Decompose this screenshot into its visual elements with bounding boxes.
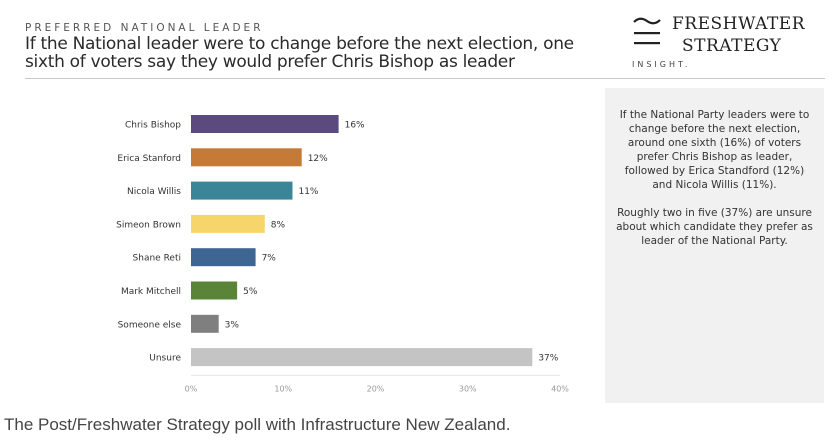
value-label: 7% xyxy=(262,254,277,264)
category-label: Shane Reti xyxy=(133,254,181,264)
bar-mark-mitchell xyxy=(191,281,238,300)
value-label: 11% xyxy=(298,187,318,197)
bar-chart: Chris Bishop 16% Erica Stanford 12% Nicola W… xyxy=(0,95,600,400)
x-tick-label: 40% xyxy=(551,384,569,393)
bar-chris-bishop xyxy=(191,115,339,133)
value-label: 16% xyxy=(345,121,365,131)
category-label: Erica Stanford xyxy=(117,154,181,164)
brand-line-1: FRESHWATER xyxy=(672,14,805,34)
x-tick-label: 20% xyxy=(367,384,385,393)
wave-equals-icon xyxy=(633,17,661,45)
value-label: 37% xyxy=(538,354,558,364)
header-divider xyxy=(25,78,825,79)
bar-someone-else xyxy=(191,314,219,333)
value-label: 3% xyxy=(225,320,240,330)
kicker: PREFERRED NATIONAL LEADER xyxy=(25,22,264,34)
freshwater-logo: FRESHWATER STRATEGY INSIGHT. xyxy=(632,12,832,72)
category-label: Unsure xyxy=(149,354,181,364)
x-tick-label: 10% xyxy=(274,384,292,393)
bar-nicola-willis xyxy=(191,181,293,200)
brand-line-2: STRATEGY xyxy=(682,36,782,56)
category-label: Someone else xyxy=(118,320,182,330)
value-label: 5% xyxy=(243,287,258,297)
bar-unsure xyxy=(191,348,533,367)
brand-tagline: INSIGHT. xyxy=(632,60,691,69)
value-label: 12% xyxy=(308,154,328,164)
chart-title: If the National leader were to change be… xyxy=(25,34,574,72)
bar-shane-reti xyxy=(191,248,256,267)
category-label: Mark Mitchell xyxy=(121,287,181,297)
value-label: 8% xyxy=(271,220,286,230)
summary-paragraph-1: If the National Party leaders were to ch… xyxy=(619,109,810,191)
category-label: Simeon Brown xyxy=(116,220,181,230)
x-tick-label: 0% xyxy=(185,384,198,393)
x-tick-label: 30% xyxy=(459,384,477,393)
bar-erica-stanford xyxy=(191,148,302,167)
summary-panel: If the National Party leaders were to ch… xyxy=(605,88,824,403)
summary-paragraph-2: Roughly two in five (37%) are unsure abo… xyxy=(616,207,813,247)
image-caption: The Post/Freshwater Strategy poll with I… xyxy=(4,415,511,434)
category-label: Chris Bishop xyxy=(125,121,181,131)
category-label: Nicola Willis xyxy=(127,187,181,197)
bar-simeon-brown xyxy=(191,214,265,233)
bar-chart-svg: Chris Bishop 16% Erica Stanford 12% Nicola W… xyxy=(116,115,569,393)
